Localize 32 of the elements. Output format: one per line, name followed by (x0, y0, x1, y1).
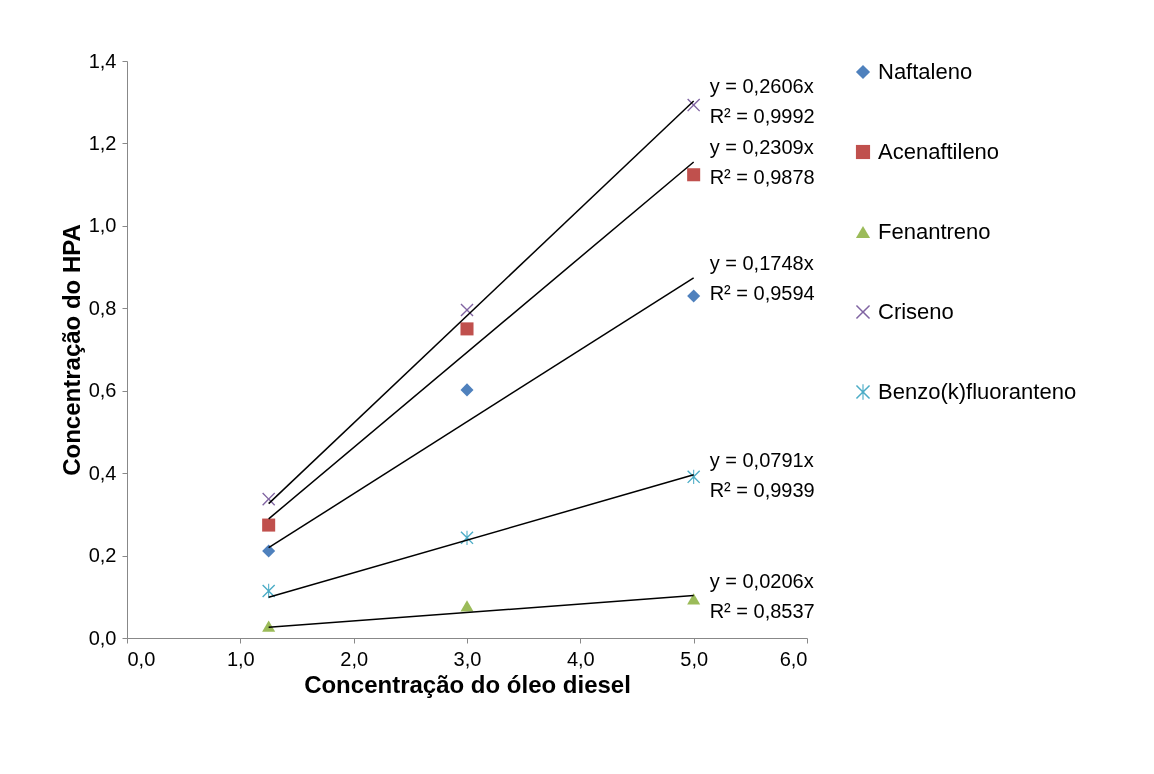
legend-label: Naftaleno (878, 59, 973, 84)
x-tick-label: 0,0 (127, 647, 156, 670)
annotation: R² = 0,9878 (709, 165, 815, 188)
annotation: R² = 0,9594 (709, 281, 815, 304)
annotation: R² = 0,9992 (709, 104, 815, 127)
y-tick-label: 0,6 (88, 379, 117, 402)
x-tick-label: 3,0 (453, 647, 482, 670)
legend-label: Fenantreno (878, 219, 991, 244)
annotation: y = 0,2606x (709, 74, 814, 97)
annotation: y = 0,0206x (709, 569, 814, 592)
annotation: y = 0,0791x (709, 448, 814, 471)
x-tick-label: 6,0 (779, 647, 808, 670)
annotation: R² = 0,8537 (709, 599, 815, 622)
x-tick-label: 4,0 (566, 647, 595, 670)
x-tick-label: 2,0 (340, 647, 369, 670)
y-tick-label: 0,0 (88, 626, 117, 649)
legend-label: Acenaftileno (878, 139, 1000, 164)
y-axis-title: Concentração do HPA (57, 224, 85, 476)
legend-label: Benzo(k)fluoranteno (878, 379, 1077, 404)
x-tick-label: 1,0 (226, 647, 255, 670)
annotation: y = 0,1748x (709, 251, 814, 274)
annotation: R² = 0,9939 (709, 478, 815, 501)
x-axis-title: Concentração do óleo diesel (304, 670, 631, 698)
y-tick-label: 1,4 (88, 49, 117, 72)
annotation: y = 0,2309x (709, 135, 814, 158)
y-tick-label: 0,4 (88, 461, 117, 484)
legend-label: Criseno (878, 299, 954, 324)
y-tick-label: 0,8 (88, 296, 117, 319)
y-tick-label: 0,2 (88, 544, 117, 567)
y-tick-label: 1,2 (88, 131, 117, 154)
x-tick-label: 5,0 (680, 647, 709, 670)
y-tick-label: 1,0 (88, 214, 117, 237)
